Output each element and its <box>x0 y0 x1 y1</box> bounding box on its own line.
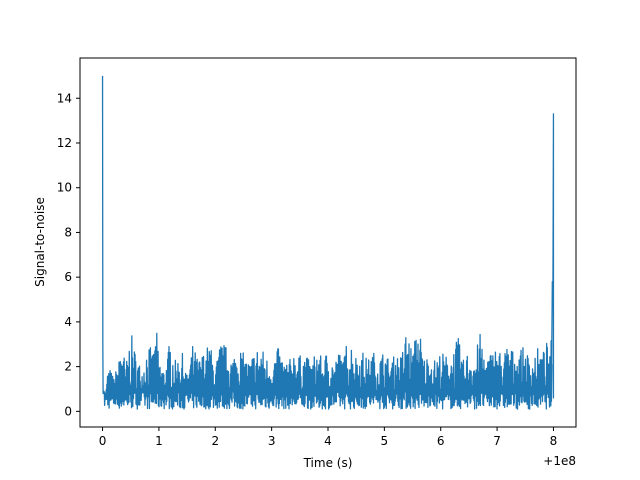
y-tick-label: 12 <box>57 136 72 150</box>
x-tick-label: 5 <box>381 434 389 448</box>
y-tick-label: 0 <box>64 404 72 418</box>
x-tick-label: 4 <box>324 434 332 448</box>
series-line <box>101 75 555 410</box>
series-layer <box>101 75 555 410</box>
y-tick-label: 6 <box>64 270 72 284</box>
y-tick-label: 8 <box>64 225 72 239</box>
x-tick-label: 2 <box>211 434 219 448</box>
x-tick-label: 0 <box>99 434 107 448</box>
x-tick-label: 1 <box>155 434 163 448</box>
x-tick-label: 8 <box>550 434 558 448</box>
y-tick-label: 4 <box>64 315 72 329</box>
y-tick-label: 10 <box>57 181 72 195</box>
x-axis-offset-label: +1e8 <box>543 454 576 468</box>
y-axis-title: Signal-to-noise <box>33 197 47 287</box>
x-axis-ticks: 0 1 2 3 4 5 6 7 8 <box>99 427 558 448</box>
x-axis-title: Time (s) <box>303 456 353 470</box>
y-axis-ticks: 0 2 4 6 8 10 12 14 <box>57 91 80 418</box>
y-tick-label: 2 <box>64 360 72 374</box>
x-tick-label: 7 <box>493 434 501 448</box>
x-tick-label: 6 <box>437 434 445 448</box>
x-tick-label: 3 <box>268 434 276 448</box>
y-tick-label: 14 <box>57 91 72 105</box>
